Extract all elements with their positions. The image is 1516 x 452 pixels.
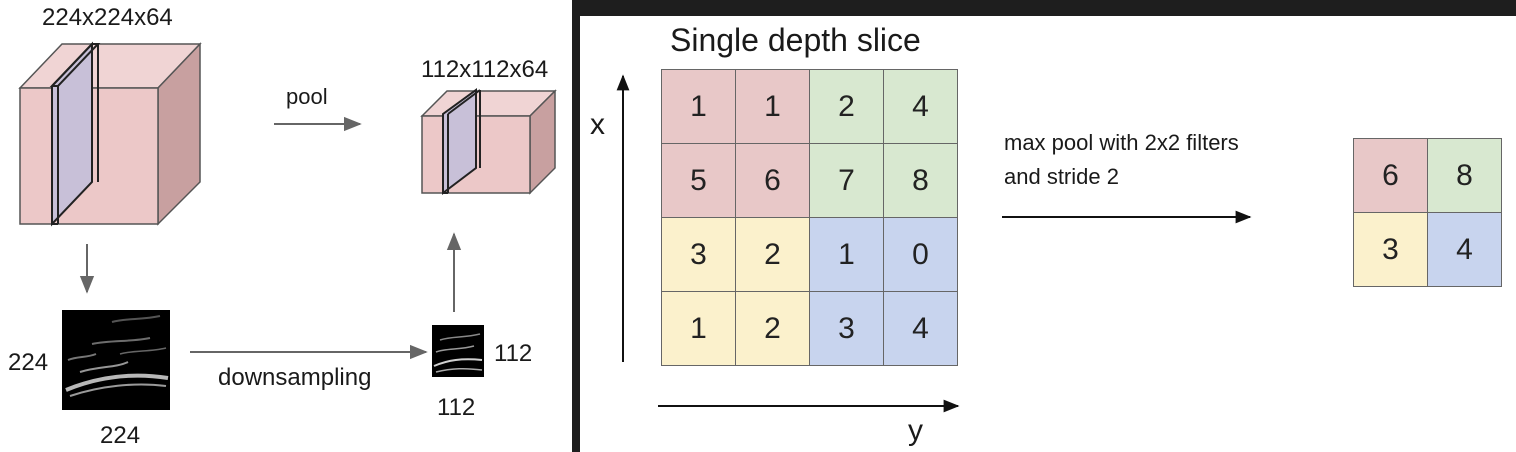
output-volume-label: 112x112x64 (421, 56, 549, 83)
x-axis-label: x (590, 108, 605, 141)
pool-label: pool (286, 84, 328, 109)
max-pool-arrows (616, 74, 1252, 413)
pooling-volume-figure (18, 41, 557, 410)
depth-slice-title: Single depth slice (670, 22, 921, 58)
output-volume-cube (420, 88, 557, 196)
input-cell-r4-c2: 2 (736, 292, 810, 366)
input-cell-r2-c4: 8 (884, 144, 958, 218)
input-cell-r2-c2: 6 (736, 144, 810, 218)
output-cell-r2-c2: 4 (1428, 213, 1502, 287)
input-cell-r4-c3: 3 (810, 292, 884, 366)
operation-description-line1: max pool with 2x2 filters (1004, 130, 1239, 155)
input-cell-r3-c2: 2 (736, 218, 810, 292)
input-volume-label: 224x224x64 (42, 4, 173, 31)
input-volume-cube (18, 41, 202, 227)
output-cell-r1-c1: 6 (1354, 139, 1428, 213)
input-cell-r2-c1: 5 (662, 144, 736, 218)
output-depth-slice (442, 88, 477, 196)
input-cell-r1-c1: 1 (662, 70, 736, 144)
output-image-width-label: 112 (437, 394, 476, 421)
pooling-volume-panel: 224x224x64 112x112x64 pool downsampling … (0, 0, 572, 452)
input-image-height-label: 224 (8, 349, 49, 376)
input-cell-r4-c4: 4 (884, 292, 958, 366)
output-image-height-label: 112 (494, 340, 533, 367)
max-pool-example-panel: Single depth slice x y max pool with 2x2… (580, 16, 1516, 452)
input-cell-r3-c4: 0 (884, 218, 958, 292)
input-cell-r4-c1: 1 (662, 292, 736, 366)
input-cell-r1-c3: 2 (810, 70, 884, 144)
operation-description-line2: and stride 2 (1004, 164, 1119, 189)
input-cell-r1-c2: 1 (736, 70, 810, 144)
input-image-width-label: 224 (100, 422, 141, 449)
input-cell-r1-c4: 4 (884, 70, 958, 144)
input-cell-r2-c3: 7 (810, 144, 884, 218)
input-cell-r3-c1: 3 (662, 218, 736, 292)
output-activation-image (432, 325, 484, 377)
downsampling-label: downsampling (218, 364, 372, 391)
input-activation-image (62, 310, 170, 410)
output-cell-r2-c1: 3 (1354, 213, 1428, 287)
y-axis-label: y (908, 414, 923, 447)
input-cell-r3-c3: 1 (810, 218, 884, 292)
output-cell-r1-c2: 8 (1428, 139, 1502, 213)
